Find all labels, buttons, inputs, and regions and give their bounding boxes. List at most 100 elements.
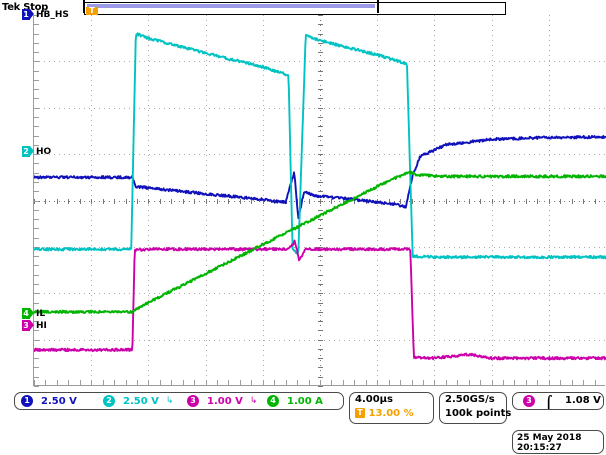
waveform-graticule[interactable] [33, 15, 606, 387]
axis-edge-tick [34, 126, 39, 127]
grid-minor-tick [171, 199, 172, 204]
grid-minor-tick [183, 199, 184, 204]
grid-minor-tick [45, 199, 46, 204]
grid-minor-tick [446, 199, 447, 204]
axis-edge-tick [480, 380, 481, 385]
grid-minor-tick [263, 199, 264, 204]
axis-edge-tick [503, 380, 504, 385]
trigger-source-chip: 3 [523, 395, 535, 407]
grid-minor-tick [137, 199, 138, 204]
axis-edge-tick [194, 380, 195, 385]
axis-edge-tick [34, 284, 39, 285]
channel-readout-3[interactable]: 3 1.00 V ↳ [187, 395, 257, 407]
axis-edge-tick [320, 380, 321, 385]
grid-minor-tick [318, 108, 323, 109]
axis-edge-tick [34, 265, 39, 266]
grid-minor-tick [318, 173, 323, 174]
axis-edge-tick [595, 380, 596, 385]
ground-marker-body [22, 145, 30, 157]
axis-edge-tick [34, 24, 39, 25]
grid-minor-tick [318, 117, 323, 118]
grid-minor-tick [595, 199, 596, 204]
grid-minor-tick [354, 199, 355, 204]
grid-minor-tick [318, 80, 323, 81]
grid-minor-tick [318, 386, 323, 387]
channel-readout-1[interactable]: 1 2.50 V [21, 395, 77, 407]
grid-minor-tick [318, 340, 323, 341]
grid-minor-tick [318, 293, 323, 294]
grid-minor-tick [526, 199, 527, 204]
grid-minor-tick [318, 256, 323, 257]
top-record-bar: Tek Stop T [0, 0, 606, 23]
grid-minor-tick [423, 199, 424, 204]
timebase-readout-box[interactable]: 4.00µs T 13.00 % [349, 392, 434, 424]
axis-edge-tick [34, 256, 39, 257]
axis-edge-tick [34, 358, 39, 359]
axis-edge-tick [274, 380, 275, 385]
bandwidth-limit-icon-3: ↳ [249, 396, 258, 406]
grid-minor-tick [57, 199, 58, 204]
trace-path [34, 239, 606, 361]
channel-ground-marker-ch2[interactable]: 2 [22, 145, 34, 157]
axis-edge-tick [400, 380, 401, 385]
grid-minor-tick [148, 199, 149, 204]
ground-marker-body [22, 9, 30, 20]
channel-chip-1: 1 [21, 395, 33, 407]
trigger-source-number: 3 [523, 395, 535, 407]
axis-edge-tick [34, 173, 39, 174]
trace-ch3 [34, 239, 606, 361]
trace-path [34, 32, 606, 260]
grid-minor-tick [251, 199, 252, 204]
ground-marker-arrow [30, 9, 34, 19]
acquisition-readout-box[interactable]: 2.50GS/s 100k points [439, 392, 511, 424]
ground-marker-number: 4 [23, 309, 29, 319]
axis-edge-tick [34, 182, 39, 183]
axis-edge-tick [34, 380, 35, 385]
grid-minor-tick [412, 199, 413, 204]
grid-minor-tick [217, 199, 218, 204]
channel-ground-marker-ch1[interactable]: 1 [22, 9, 34, 20]
grid-minor-tick [318, 24, 323, 25]
axis-edge-tick [34, 191, 39, 192]
timebase-position-value: 13.00 % [368, 408, 414, 419]
grid-minor-tick [318, 330, 323, 331]
grid-minor-tick [80, 199, 81, 204]
date-label: 25 May 2018 [517, 433, 582, 443]
axis-edge-tick [457, 380, 458, 385]
axis-edge-tick [34, 34, 39, 35]
channel-label-ch3: HI [36, 320, 47, 331]
trace-ch2 [34, 32, 606, 260]
timebase-position: T 13.00 % [355, 408, 414, 419]
bottom-readout-bar: 1 2.50 V 2 2.50 V ↳ 3 1.00 V ↳ 4 1.00 A 4.00µs T … [0, 388, 606, 455]
trigger-readout-box[interactable]: 3 ⌠ 1.08 V [512, 392, 604, 410]
axis-edge-tick [514, 380, 515, 385]
channel-chip-3: 3 [187, 395, 199, 407]
channel-scale-4: 1.00 A [287, 395, 323, 407]
trigger-slope-icon: ⌠ [545, 395, 553, 409]
grid-minor-tick [228, 199, 229, 204]
grid-minor-tick [318, 182, 323, 183]
ground-marker-number: 1 [23, 10, 29, 19]
axis-edge-tick [137, 380, 138, 385]
axis-edge-tick [34, 89, 39, 90]
grid-minor-tick [318, 98, 323, 99]
grid-minor-tick [331, 199, 332, 204]
channel-scale-3: 1.00 V [207, 395, 243, 407]
channel-readout-4[interactable]: 4 1.00 A [267, 395, 323, 407]
zoom-window-fill [87, 4, 375, 8]
datetime-box: 25 May 2018 20:15:27 [512, 430, 604, 454]
zoom-window-indicator[interactable] [83, 0, 379, 13]
axis-edge-tick [34, 293, 39, 294]
axis-edge-tick [206, 380, 207, 385]
axis-edge-tick [469, 380, 470, 385]
ground-marker-arrow [30, 308, 34, 319]
channel-ground-marker-ch4[interactable]: 4 [22, 308, 34, 320]
channel-scale-readout-box: 1 2.50 V 2 2.50 V ↳ 3 1.00 V ↳ 4 1.00 A [14, 392, 344, 410]
channel-readout-2[interactable]: 2 2.50 V ↳ [103, 395, 173, 407]
bandwidth-limit-icon-2: ↳ [165, 396, 174, 406]
channel-ground-marker-ch3[interactable]: 3 [22, 319, 34, 331]
axis-edge-tick [389, 380, 390, 385]
axis-edge-tick [228, 380, 229, 385]
channel-scale-1: 2.50 V [41, 395, 77, 407]
grid-minor-tick [103, 199, 104, 204]
